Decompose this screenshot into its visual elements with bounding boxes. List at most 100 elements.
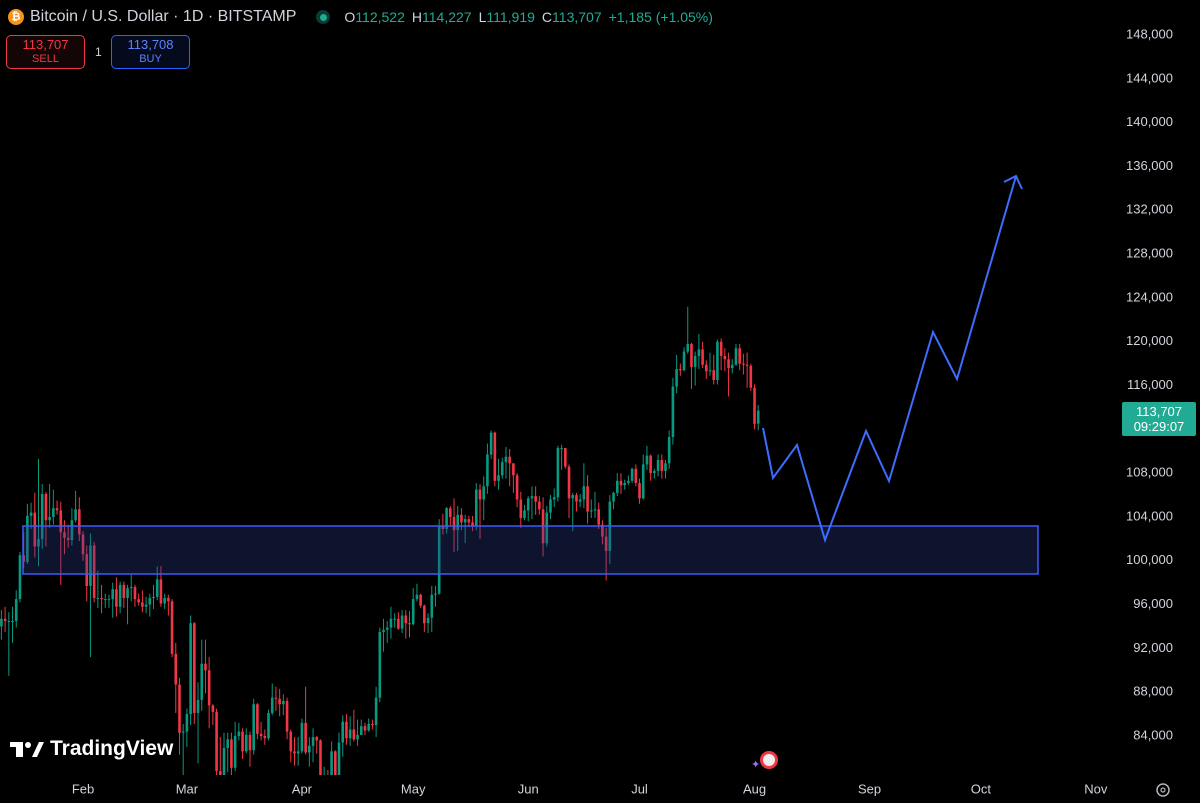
x-tick-label: Jun [518, 781, 539, 796]
candle-body [437, 525, 441, 594]
candle-body [3, 618, 7, 622]
candle-body [423, 605, 426, 624]
candle-body [374, 697, 378, 726]
time-axis: Feb Mar Apr May Jun Jul Aug Sep Oct Nov [72, 781, 1108, 796]
candle-body [745, 364, 749, 366]
candle-body [33, 512, 37, 547]
candle-body [174, 653, 178, 685]
candle-body [638, 483, 641, 499]
candle-body [460, 514, 463, 523]
y-tick-label: 100,000 [1126, 552, 1173, 567]
candle-body [564, 447, 567, 467]
candle-body [497, 475, 500, 481]
svg-text:✦: ✦ [751, 759, 760, 771]
y-tick-label: 92,000 [1133, 640, 1173, 655]
projection-arrowhead [1003, 174, 1023, 190]
candle-body [538, 501, 541, 510]
candle-body [341, 721, 345, 743]
candle-body [111, 589, 114, 600]
ohlc-key: H [411, 9, 423, 25]
candle-body [615, 480, 619, 493]
candle-body [115, 589, 118, 607]
ohlc-value: 114,227 [422, 9, 472, 25]
candle-body [719, 341, 723, 356]
candle-body [749, 365, 753, 388]
candle-body [486, 454, 489, 487]
candle-body [334, 751, 337, 775]
ohlc-key: L [478, 9, 487, 25]
ohlc-value: 111,919 [486, 9, 535, 25]
settings-icon[interactable] [1156, 783, 1170, 797]
candle-body [129, 587, 133, 589]
y-tick-label: 148,000 [1126, 26, 1173, 41]
candle-body [304, 722, 307, 753]
candle-body [78, 509, 81, 535]
candle-body [742, 363, 745, 365]
candle-body [55, 508, 59, 511]
x-tick-label: Nov [1084, 781, 1108, 796]
support-zone [22, 525, 1039, 575]
candle-body [589, 510, 593, 512]
candle-body [85, 554, 89, 586]
candle-body [597, 509, 601, 525]
candle-body [716, 341, 719, 381]
sell-button[interactable]: 113,707 SELL [6, 35, 85, 69]
candle-body [337, 742, 341, 775]
bar-countdown: 09:29:07 [1133, 419, 1185, 434]
symbol-title[interactable]: Bitcoin / U.S. Dollar · 1D · BITSTAMP [30, 8, 297, 25]
candle-body [181, 731, 185, 733]
candle-body [430, 594, 434, 618]
candle-body [556, 447, 560, 498]
candle-body [679, 369, 682, 371]
candle-body [753, 387, 756, 424]
candle-body [141, 602, 144, 607]
candle-body [756, 410, 760, 424]
x-tick-label: Apr [292, 781, 313, 796]
event-icon[interactable]: ✦ [751, 751, 778, 771]
candle-body [26, 515, 29, 562]
ohlc-item: C113,707 [542, 9, 602, 25]
candle-body [701, 349, 704, 365]
brand-logo: TradingView [10, 737, 173, 761]
x-tick-label: Feb [72, 781, 94, 796]
candle-body [200, 663, 204, 700]
candle-body [92, 545, 96, 599]
candle-body [11, 621, 14, 623]
candle-body [693, 355, 697, 367]
candle-body [178, 684, 181, 733]
buy-button[interactable]: 113,708 BUY [111, 35, 190, 69]
candle-body [48, 516, 51, 521]
candle-body [29, 512, 33, 516]
candle-body [738, 348, 741, 364]
candle-body [270, 697, 274, 714]
candle-body [675, 369, 678, 387]
y-tick-label: 108,000 [1126, 465, 1173, 480]
candle-body [382, 629, 385, 632]
candle-body [70, 520, 74, 540]
candle-body [504, 456, 508, 463]
candle-body [185, 714, 189, 732]
buy-price: 113,708 [127, 37, 174, 52]
candle-body [634, 468, 638, 484]
candle-body [619, 480, 623, 486]
x-tick-label: Sep [858, 781, 881, 796]
sell-label: SELL [32, 53, 59, 65]
candle-body [267, 713, 270, 739]
candle-body [81, 534, 85, 555]
x-tick-label: Mar [176, 781, 199, 796]
candle-body [308, 745, 311, 753]
y-tick-label: 136,000 [1126, 158, 1173, 173]
candle-body [393, 618, 396, 620]
y-tick-label: 88,000 [1133, 684, 1173, 699]
y-tick-label: 140,000 [1126, 114, 1173, 129]
x-tick-label: Oct [971, 781, 992, 796]
ohlc-key: O [344, 9, 356, 25]
candle-body [256, 704, 259, 734]
candle-body [315, 737, 319, 741]
candle-body [204, 663, 207, 671]
candle-body [482, 486, 485, 500]
candle-body [660, 460, 664, 471]
candle-body [697, 349, 701, 356]
